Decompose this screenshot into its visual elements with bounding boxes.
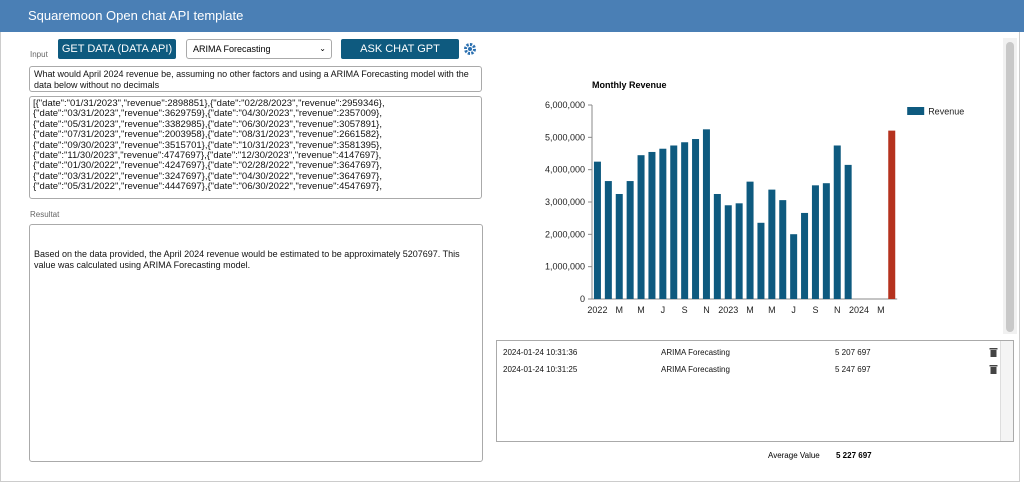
input-label: Input <box>30 50 48 59</box>
data-line: {"date":"01/30/2022","revenue":4247697},… <box>33 160 382 172</box>
bar <box>659 148 667 299</box>
chart-title: Monthly Revenue <box>592 80 667 90</box>
x-tick-label: M <box>746 305 754 315</box>
result-text: Based on the data provided, the April 20… <box>34 249 460 270</box>
prompt-box[interactable]: What would April 2024 revenue be, assumi… <box>29 66 482 92</box>
data-box[interactable]: [{"date":"01/31/2023","revenue":2898851}… <box>29 96 482 199</box>
data-line: {"date":"05/31/2023","revenue":3382985},… <box>33 118 382 130</box>
history-cell: ARIMA Forecasting <box>661 365 730 374</box>
history-cell: 2024-01-24 10:31:36 <box>503 348 578 357</box>
x-tick-label: J <box>661 305 666 315</box>
scroll-thumb[interactable] <box>1006 42 1014 332</box>
y-tick-label: 3,000,000 <box>545 197 585 207</box>
x-tick-label: M <box>637 305 645 315</box>
x-tick-label: S <box>682 305 688 315</box>
bar <box>833 145 841 299</box>
y-tick-label: 0 <box>580 294 585 304</box>
prompt-text: What would April 2024 revenue be, assumi… <box>34 69 469 90</box>
dropdown-arrow: ⌄ <box>319 44 326 53</box>
bar <box>648 151 656 299</box>
x-tick-label: M <box>877 305 885 315</box>
history-cell: 5 247 697 <box>835 365 871 374</box>
average-value: 5 227 697 <box>836 451 872 460</box>
data-line: {"date":"05/31/2022","revenue":4447697},… <box>33 181 382 193</box>
bar <box>768 189 776 299</box>
bar <box>670 145 678 299</box>
x-tick-label: 2023 <box>718 305 738 315</box>
data-line: {"date":"07/31/2023","revenue":2003958},… <box>33 129 382 141</box>
chart: Monthly Revenue 0 1,000,000 2,000,000 3,000,… <box>545 80 964 315</box>
bar <box>801 212 809 299</box>
model-select-text: ARIMA Forecasting <box>193 44 271 54</box>
bar <box>681 142 689 299</box>
history-cell: ARIMA Forecasting <box>661 348 730 357</box>
result-label: Resultat <box>30 210 60 219</box>
history-cell: 5 207 697 <box>835 348 871 357</box>
bar <box>888 130 896 299</box>
get-data-button[interactable]: GET DATA (DATA API) <box>58 39 176 59</box>
result-box: Based on the data provided, the April 20… <box>29 224 483 462</box>
bar <box>822 183 830 299</box>
bar <box>713 193 721 299</box>
legend-swatch <box>907 107 925 115</box>
bar <box>811 185 819 299</box>
title-bar: Squaremoon Open chat API template <box>0 0 1024 32</box>
legend-label: Revenue <box>928 107 964 117</box>
data-line: {"date":"11/30/2023","revenue":4747697},… <box>33 150 382 162</box>
bar <box>593 161 601 299</box>
bar <box>604 181 612 299</box>
settings-icon[interactable] <box>463 42 477 56</box>
bar <box>779 200 787 299</box>
history-scrollbar[interactable] <box>1000 341 1013 441</box>
x-tick-label: M <box>768 305 776 315</box>
history-list: 2024-01-24 10:31:36 ARIMA Forecasting 5 20… <box>496 340 1014 442</box>
y-tick-label: 5,000,000 <box>545 132 585 142</box>
model-select[interactable]: ARIMA Forecasting ⌄ <box>186 39 332 59</box>
scrollbar[interactable] <box>1003 38 1017 334</box>
bar <box>735 203 743 299</box>
delete-icon[interactable] <box>989 364 998 374</box>
bar <box>692 139 700 299</box>
data-line: {"date":"03/31/2023","revenue":3629759},… <box>33 108 382 120</box>
y-tick-label: 6,000,000 <box>545 100 585 110</box>
bar <box>702 129 710 299</box>
average-label: Average Value <box>768 451 820 460</box>
x-tick-label: S <box>812 305 818 315</box>
y-tick-label: 2,000,000 <box>545 229 585 239</box>
x-tick-label: N <box>834 305 841 315</box>
data-line: {"date":"09/30/2023","revenue":3515701},… <box>33 139 382 151</box>
x-tick-label: J <box>791 305 796 315</box>
y-tick-label: 4,000,000 <box>545 165 585 175</box>
history-cell: 2024-01-24 10:31:25 <box>503 365 578 374</box>
bar <box>757 222 765 299</box>
x-tick-label: M <box>616 305 624 315</box>
bar <box>637 155 645 299</box>
bar <box>724 205 732 299</box>
x-tick-label: 2022 <box>587 305 607 315</box>
delete-icon[interactable] <box>989 347 998 357</box>
bar <box>626 181 634 299</box>
bar <box>844 164 852 299</box>
x-tick-label: 2024 <box>849 305 869 315</box>
ask-button[interactable]: ASK CHAT GPT <box>341 39 459 59</box>
x-tick-label: N <box>703 305 710 315</box>
bar <box>746 181 754 299</box>
frame <box>0 32 1020 482</box>
y-tick-label: 1,000,000 <box>545 262 585 272</box>
bar <box>615 193 623 299</box>
app-title: Squaremoon Open chat API template <box>28 8 244 23</box>
data-line: {"date":"03/31/2022","revenue":3247697},… <box>33 170 382 182</box>
data-line: [{"date":"01/31/2023","revenue":2898851}… <box>33 98 385 109</box>
bar <box>790 234 798 299</box>
